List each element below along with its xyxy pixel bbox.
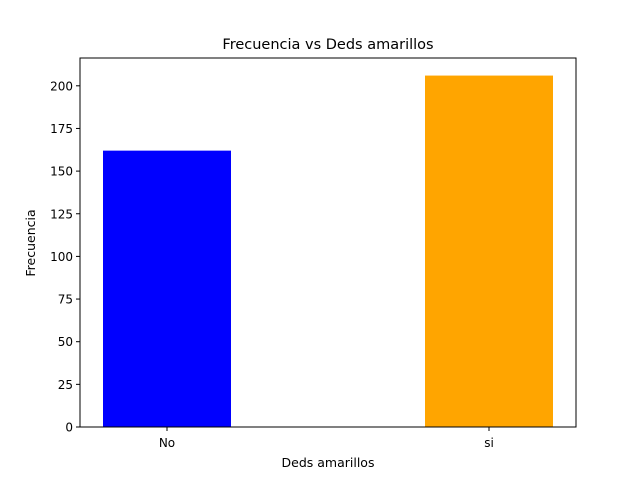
x-tick-label: si <box>484 436 494 450</box>
y-tick-label: 75 <box>58 293 73 307</box>
y-tick-label: 125 <box>50 207 73 221</box>
x-axis: No si <box>159 427 494 450</box>
y-tick-label: 175 <box>50 122 73 136</box>
bar-si <box>425 75 553 428</box>
x-axis-label: Deds amarillos <box>282 455 375 470</box>
y-tick-label: 50 <box>58 335 73 349</box>
y-tick-label: 200 <box>50 79 73 93</box>
bars-layer <box>103 75 553 428</box>
y-tick-label: 100 <box>50 250 73 264</box>
y-tick-label: 150 <box>50 165 73 179</box>
y-tick-label: 25 <box>58 378 73 392</box>
plot-area-frame <box>79 57 577 428</box>
y-axis-label: Frecuencia <box>23 209 38 276</box>
y-tick-label: 0 <box>65 421 73 435</box>
bar-no <box>103 150 231 427</box>
y-axis: 0 25 50 75 100 125 150 175 200 <box>50 79 80 435</box>
x-tick-label: No <box>159 436 175 450</box>
chart-title: Frecuencia vs Deds amarillos <box>222 37 433 53</box>
